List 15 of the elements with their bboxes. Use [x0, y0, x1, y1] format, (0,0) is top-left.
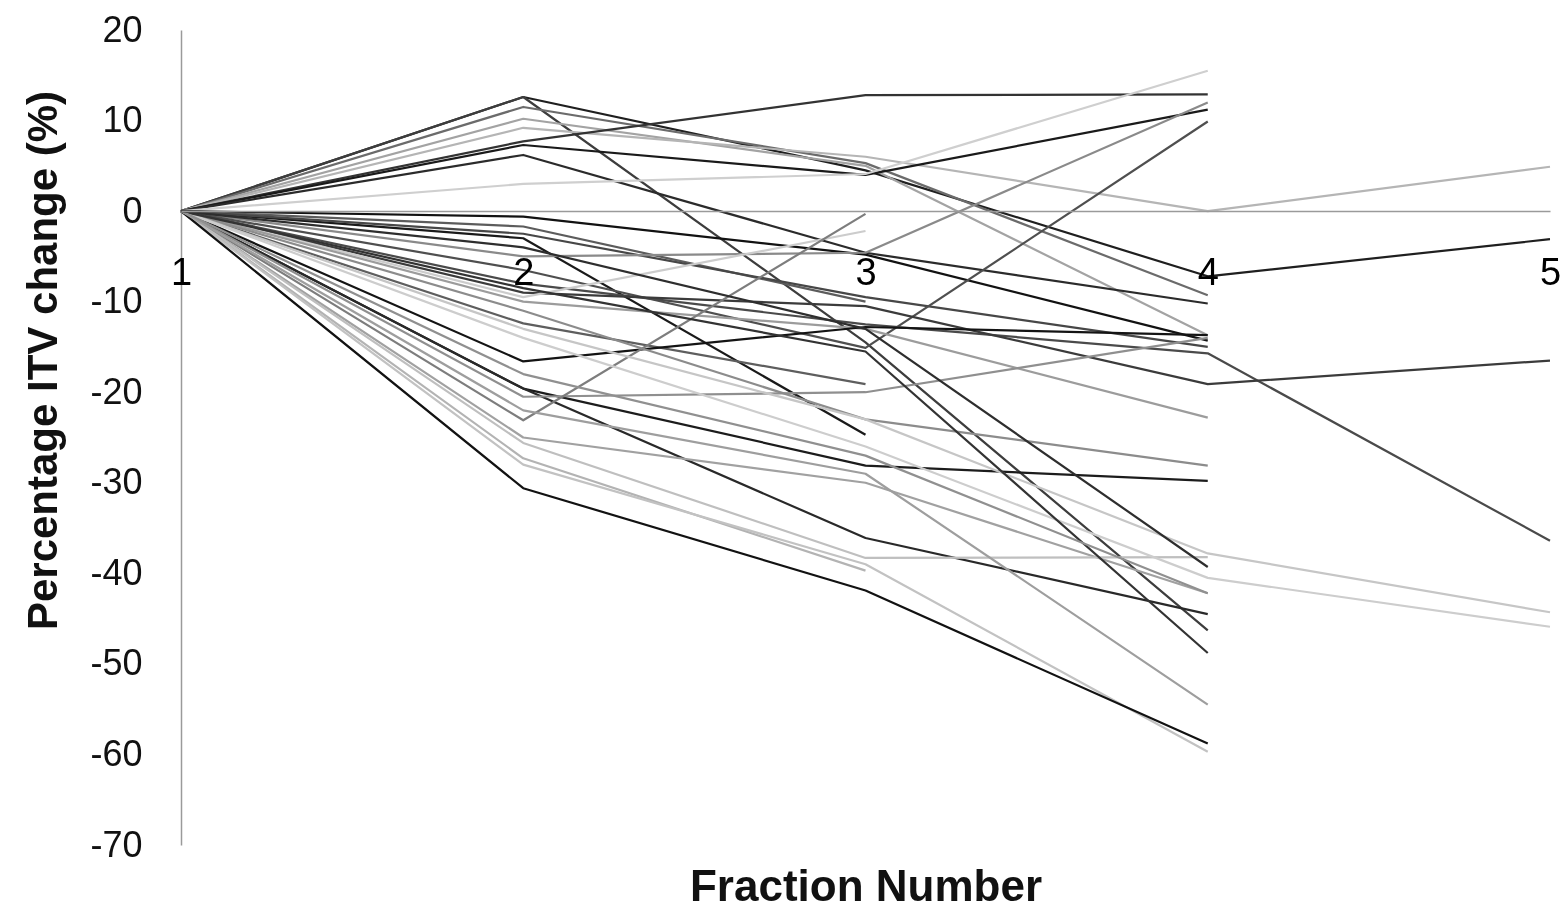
y-tick-label: 20 — [102, 8, 143, 50]
x-tick-label: 3 — [855, 250, 877, 293]
x-tick-label: 5 — [1539, 250, 1562, 293]
x-tick-label: 1 — [170, 250, 193, 293]
y-axis-title: Percentage ITV change (%) — [18, 90, 66, 631]
y-tick-label: -60 — [90, 732, 143, 774]
y-tick-label: -30 — [90, 461, 143, 503]
y-tick-label: -40 — [90, 551, 143, 593]
y-tick-label: -20 — [90, 370, 143, 412]
y-tick-label: -10 — [90, 280, 143, 322]
x-axis-title: Fraction Number — [689, 860, 1043, 906]
y-tick-label: -50 — [90, 642, 143, 684]
y-tick-label: -70 — [90, 823, 143, 865]
y-tick-label: 10 — [102, 99, 143, 141]
y-tick-label: 0 — [122, 189, 143, 231]
